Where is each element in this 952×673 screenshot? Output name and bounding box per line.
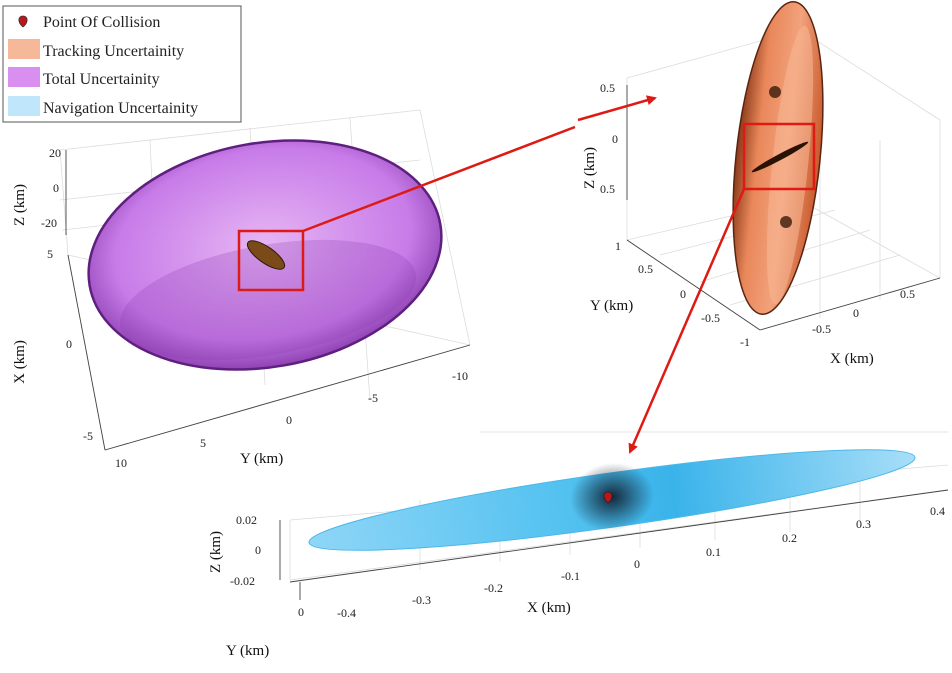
tracking-zlabel: Z (km) [582,147,598,189]
tracking-mesh-band [766,25,814,305]
legend-label-total: Total Uncertainity [43,71,160,88]
tracking-xtick: -0.5 [812,322,831,336]
tracking-xtick: 0.5 [900,287,915,301]
tracking-ztick: 0 [612,132,618,146]
tracking-zoom-box [742,122,816,191]
tracking-pole-top [769,86,781,98]
navigation-ytick: -0.4 [337,606,356,620]
total-zlabel: Z (km) [12,184,28,226]
tracking-ytick: -0.5 [701,311,720,325]
navigation-xtick: 0.4 [930,504,945,518]
tracking-ytick: 0 [680,287,686,301]
legend-label-collision: Point Of Collision [43,14,160,31]
navigation-ylabel: Y (km) [226,643,269,659]
legend-entry-collision: Point Of Collision [18,14,160,31]
total-xlabel: X (km) [12,340,28,384]
navigation-xtick: 0.3 [856,517,871,531]
tracking-inner-navigation-sliver [751,141,809,173]
total-xtick: 0 [66,337,72,351]
panel-tracking: 0.5 0 0.5 1 0.5 0 -0.5 -1 -0.5 0 0.5 Z (… [582,1,941,367]
tracking-ylabel: Y (km) [590,298,633,314]
tracking-ztick: 0.5 [600,81,615,95]
legend: Point Of Collision Tracking Uncertainity… [2,5,242,123]
navigation-xtick: -0.3 [412,593,431,607]
legend-entry-tracking: Tracking Uncertainity [8,39,184,60]
total-zoom-box [237,229,305,292]
tracking-ztick: 0.5 [600,182,615,196]
tracking-pole-bottom [780,216,792,228]
zoom-arrow-total-to-tracking-upper [577,95,657,122]
total-ztick: -20 [41,216,57,230]
panel-navigation: 0.02 0 -0.02 0 -0.4 -0.3 -0.2 -0.1 0 0.1… [208,431,949,659]
panel-navigation-axes [279,489,949,600]
total-inner-tracking-ellipsoid [246,240,286,270]
navigation-xtick: 0.1 [706,545,721,559]
tracking-ytick: -1 [740,335,750,349]
zoom-arrow-tracking-to-navigation [628,188,746,454]
total-ylabel: Y (km) [240,451,283,467]
navigation-ztick: 0 [255,543,261,557]
navigation-ytick: 0 [298,605,304,619]
zoom-arrow-total-to-tracking-lower [302,125,576,233]
total-xtick: -5 [83,429,93,443]
legend-swatch-navigation [8,96,40,116]
legend-entry-total: Total Uncertainity [8,67,160,88]
tracking-xtick: 0 [853,306,859,320]
zoom-arrows [302,95,746,454]
panel-total-axes [65,150,471,451]
navigation-xtick: 0.2 [782,531,797,545]
total-ytick: -10 [452,369,468,383]
panel-total: 20 0 -20 5 0 -5 10 5 0 -5 -10 Z (km) X (… [12,109,471,470]
navigation-xlabel: X (km) [527,600,571,616]
legend-swatch-tracking [8,39,40,59]
legend-label-tracking: Tracking Uncertainity [43,43,184,60]
total-ytick: 5 [200,436,206,450]
legend-entry-navigation: Navigation Uncertainity [8,96,198,117]
tracking-ytick: 1 [615,239,621,253]
total-xtick: 5 [47,247,53,261]
panel-tracking-axes [626,85,941,331]
navigation-xtick: 0 [634,557,640,571]
navigation-ztick: 0.02 [236,513,257,527]
total-ztick: 20 [49,146,61,160]
total-ytick: 0 [286,413,292,427]
legend-box [2,5,242,123]
collision-marker-icon [18,15,28,28]
total-ytick: 10 [115,456,127,470]
navigation-xtick: -0.1 [561,569,580,583]
tracking-ytick: 0.5 [638,262,653,276]
total-mesh-shading [119,239,417,361]
tracking-xlabel: X (km) [830,351,874,367]
collision-point-marker [603,491,613,504]
navigation-zlabel: Z (km) [208,531,224,573]
total-ytick: -5 [368,391,378,405]
navigation-xtick: -0.2 [484,581,503,595]
total-ztick: 0 [53,181,59,195]
legend-label-navigation: Navigation Uncertainity [43,100,198,117]
legend-swatch-total [8,67,40,87]
navigation-ztick: -0.02 [230,574,255,588]
